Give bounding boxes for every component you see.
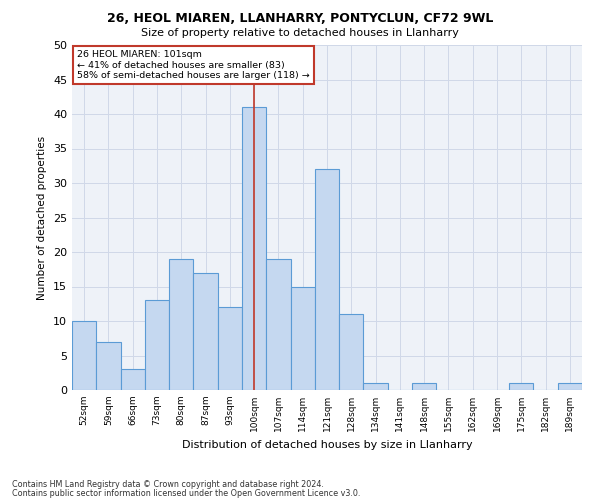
Text: 26, HEOL MIAREN, LLANHARRY, PONTYCLUN, CF72 9WL: 26, HEOL MIAREN, LLANHARRY, PONTYCLUN, C…: [107, 12, 493, 26]
Bar: [412, 383, 436, 390]
Bar: [121, 370, 145, 390]
Bar: [193, 272, 218, 390]
Bar: [218, 307, 242, 390]
Text: Contains HM Land Registry data © Crown copyright and database right 2024.: Contains HM Land Registry data © Crown c…: [12, 480, 324, 489]
Bar: [169, 259, 193, 390]
Bar: [266, 259, 290, 390]
Bar: [242, 107, 266, 390]
Text: Contains public sector information licensed under the Open Government Licence v3: Contains public sector information licen…: [12, 489, 361, 498]
Text: 26 HEOL MIAREN: 101sqm
← 41% of detached houses are smaller (83)
58% of semi-det: 26 HEOL MIAREN: 101sqm ← 41% of detached…: [77, 50, 310, 80]
Bar: [290, 286, 315, 390]
Bar: [558, 383, 582, 390]
Text: Size of property relative to detached houses in Llanharry: Size of property relative to detached ho…: [141, 28, 459, 38]
Bar: [315, 169, 339, 390]
Bar: [145, 300, 169, 390]
Bar: [509, 383, 533, 390]
Bar: [339, 314, 364, 390]
Bar: [364, 383, 388, 390]
Y-axis label: Number of detached properties: Number of detached properties: [37, 136, 47, 300]
X-axis label: Distribution of detached houses by size in Llanharry: Distribution of detached houses by size …: [182, 440, 472, 450]
Bar: [96, 342, 121, 390]
Bar: [72, 321, 96, 390]
